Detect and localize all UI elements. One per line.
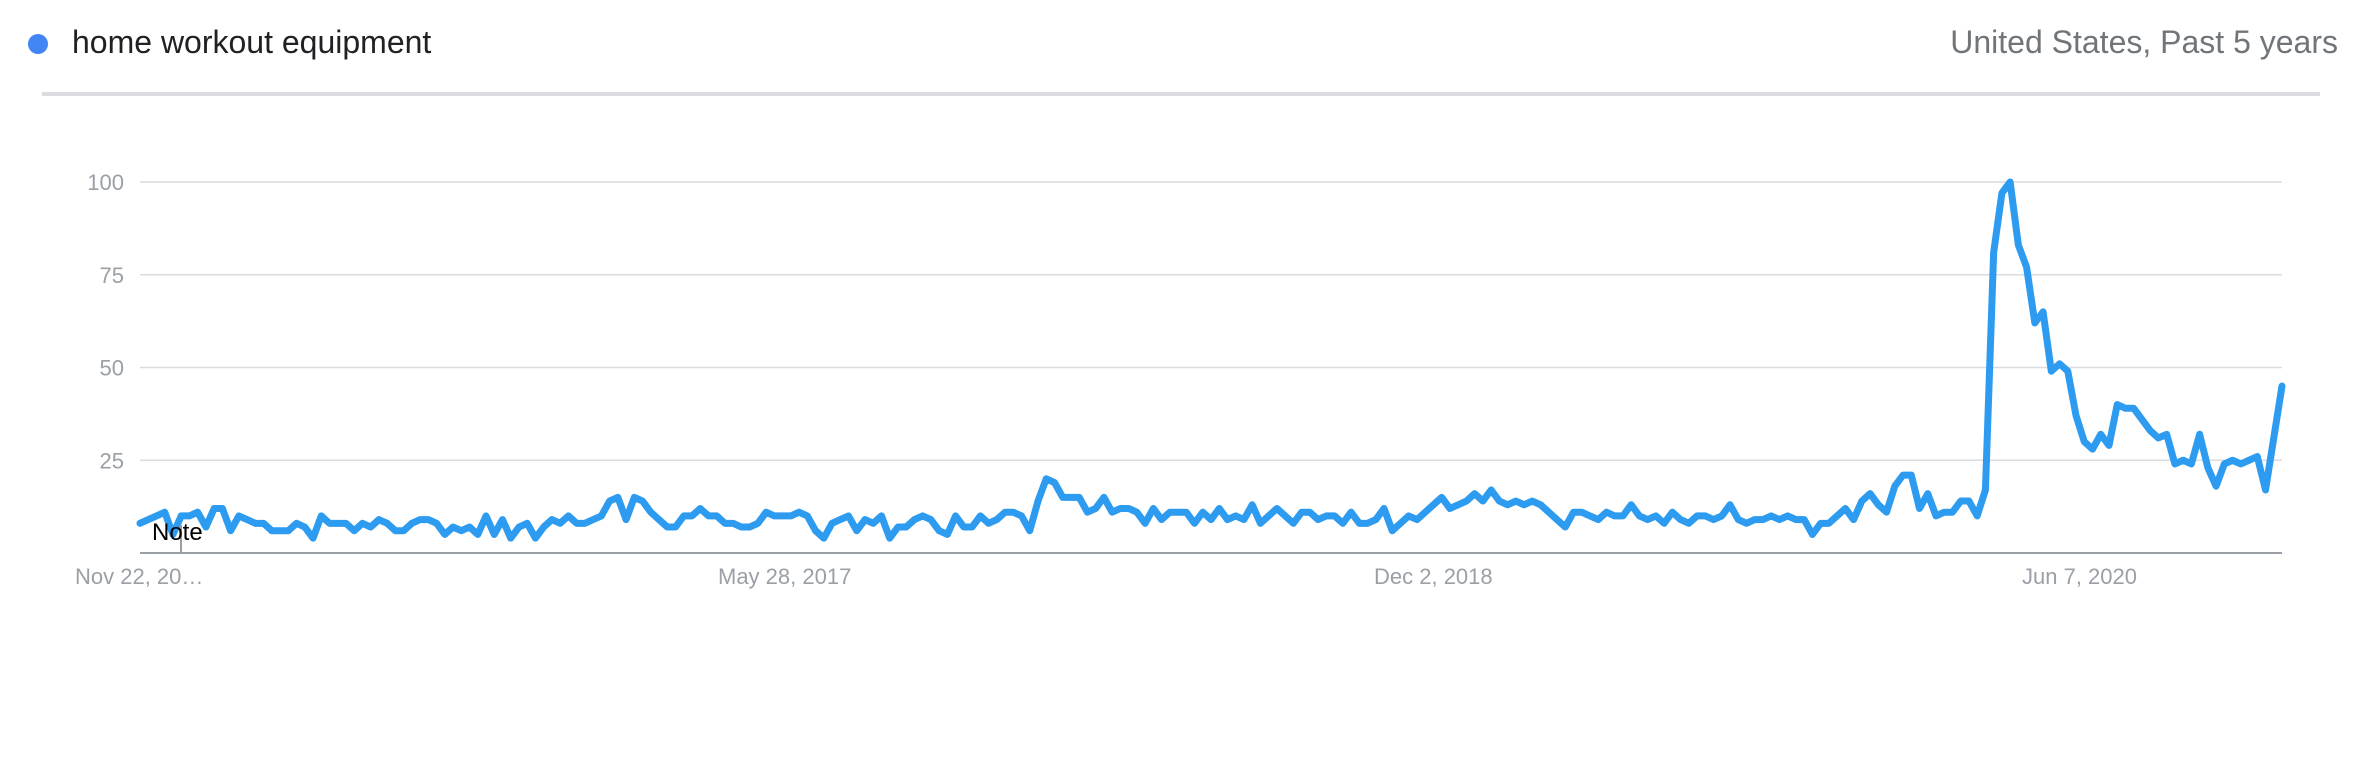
search-term-label[interactable]: home workout equipment [72, 24, 432, 60]
grid-lines [140, 181, 2282, 461]
x-tick-label: Nov 22, 20… [75, 564, 203, 589]
header-divider [42, 92, 2320, 96]
y-tick-label: 100 [87, 170, 124, 195]
series-line[interactable] [136, 178, 2286, 542]
chart-header: home workout equipment United States, Pa… [0, 0, 2370, 96]
x-axis-ticks: Nov 22, 20… May 28, 2017 Dec 2, 2018 Jun 7,… [75, 564, 2137, 589]
y-tick-label: 75 [100, 263, 124, 288]
x-tick-label: Dec 2, 2018 [1374, 564, 1493, 589]
y-axis-ticks: 25 50 75 100 [87, 170, 124, 473]
y-tick-label: 25 [100, 448, 124, 473]
chart-note[interactable]: Note [152, 519, 203, 553]
region-timeframe-label: United States, Past 5 years [1950, 24, 2338, 60]
note-label[interactable]: Note [152, 519, 203, 546]
y-tick-label: 50 [100, 356, 124, 381]
series-legend-dot [28, 34, 48, 54]
x-tick-label: May 28, 2017 [718, 564, 851, 589]
x-tick-label: Jun 7, 2020 [2022, 564, 2137, 589]
